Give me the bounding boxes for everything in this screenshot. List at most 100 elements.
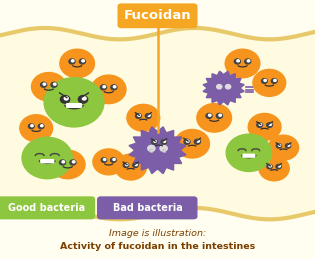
Circle shape	[78, 96, 88, 103]
Circle shape	[54, 83, 56, 85]
FancyBboxPatch shape	[0, 196, 95, 219]
Text: C: C	[148, 149, 153, 154]
Circle shape	[50, 150, 85, 179]
Circle shape	[148, 145, 155, 151]
Text: Fucoidan: Fucoidan	[124, 9, 191, 22]
Circle shape	[103, 86, 106, 88]
Circle shape	[264, 80, 266, 81]
Circle shape	[31, 125, 33, 127]
Circle shape	[276, 164, 281, 169]
Circle shape	[100, 85, 106, 90]
Circle shape	[28, 124, 34, 129]
Circle shape	[148, 114, 150, 116]
Circle shape	[60, 160, 66, 165]
Text: Bad bacteria: Bad bacteria	[112, 203, 182, 213]
Circle shape	[217, 84, 222, 89]
Circle shape	[22, 137, 72, 179]
Circle shape	[32, 73, 66, 101]
Circle shape	[257, 123, 262, 127]
Circle shape	[186, 140, 189, 142]
Circle shape	[209, 114, 211, 116]
Circle shape	[127, 104, 160, 131]
Circle shape	[91, 75, 126, 104]
Circle shape	[248, 113, 281, 140]
Text: Good bacteria: Good bacteria	[8, 203, 85, 213]
Circle shape	[143, 131, 175, 157]
Circle shape	[276, 144, 282, 148]
FancyBboxPatch shape	[40, 159, 54, 163]
Circle shape	[82, 97, 86, 100]
Circle shape	[216, 113, 222, 118]
Circle shape	[60, 49, 94, 78]
Circle shape	[111, 158, 116, 162]
Circle shape	[247, 60, 250, 62]
Circle shape	[259, 124, 261, 125]
Circle shape	[278, 165, 280, 167]
Circle shape	[101, 158, 107, 162]
Circle shape	[267, 164, 272, 169]
Circle shape	[133, 163, 138, 168]
Circle shape	[146, 114, 151, 118]
Circle shape	[104, 159, 106, 160]
Polygon shape	[203, 71, 244, 105]
Circle shape	[184, 139, 190, 144]
Circle shape	[288, 145, 290, 146]
Circle shape	[111, 85, 117, 90]
Circle shape	[38, 124, 44, 129]
Circle shape	[72, 60, 74, 62]
Circle shape	[194, 139, 200, 144]
Circle shape	[123, 163, 129, 168]
Polygon shape	[0, 28, 315, 219]
Circle shape	[245, 59, 251, 64]
Circle shape	[79, 59, 85, 64]
Circle shape	[44, 78, 104, 127]
FancyBboxPatch shape	[97, 196, 198, 219]
Circle shape	[152, 140, 157, 144]
Circle shape	[226, 84, 231, 89]
Circle shape	[126, 164, 128, 166]
Text: Activity of fucoidan in the intestines: Activity of fucoidan in the intestines	[60, 242, 255, 251]
Circle shape	[269, 124, 272, 125]
FancyBboxPatch shape	[66, 103, 82, 108]
Circle shape	[219, 114, 221, 116]
Circle shape	[69, 59, 75, 64]
Circle shape	[237, 60, 239, 62]
Circle shape	[138, 114, 140, 116]
Circle shape	[197, 140, 199, 142]
Circle shape	[161, 140, 167, 144]
Circle shape	[113, 159, 115, 160]
Circle shape	[268, 135, 299, 160]
Circle shape	[154, 140, 156, 142]
Circle shape	[226, 134, 272, 171]
Circle shape	[20, 115, 53, 142]
FancyBboxPatch shape	[117, 3, 198, 28]
Circle shape	[160, 145, 167, 151]
Circle shape	[60, 96, 70, 103]
Polygon shape	[129, 127, 186, 174]
Circle shape	[41, 82, 47, 87]
Circle shape	[115, 154, 146, 180]
Circle shape	[274, 80, 276, 81]
Text: C: C	[162, 149, 167, 154]
Circle shape	[271, 79, 277, 83]
Circle shape	[285, 144, 291, 148]
Circle shape	[163, 140, 166, 142]
Circle shape	[278, 145, 281, 146]
Circle shape	[253, 69, 286, 96]
Circle shape	[135, 114, 141, 118]
Circle shape	[135, 164, 137, 166]
Circle shape	[234, 59, 240, 64]
Circle shape	[113, 86, 116, 88]
Circle shape	[197, 104, 232, 132]
Circle shape	[64, 97, 68, 100]
Circle shape	[259, 156, 289, 181]
Circle shape	[70, 160, 76, 165]
Circle shape	[41, 125, 43, 127]
Circle shape	[269, 165, 271, 167]
Circle shape	[72, 161, 75, 163]
Circle shape	[266, 123, 272, 127]
FancyBboxPatch shape	[242, 154, 255, 158]
Circle shape	[175, 130, 209, 158]
Circle shape	[51, 82, 57, 87]
Circle shape	[206, 113, 212, 118]
